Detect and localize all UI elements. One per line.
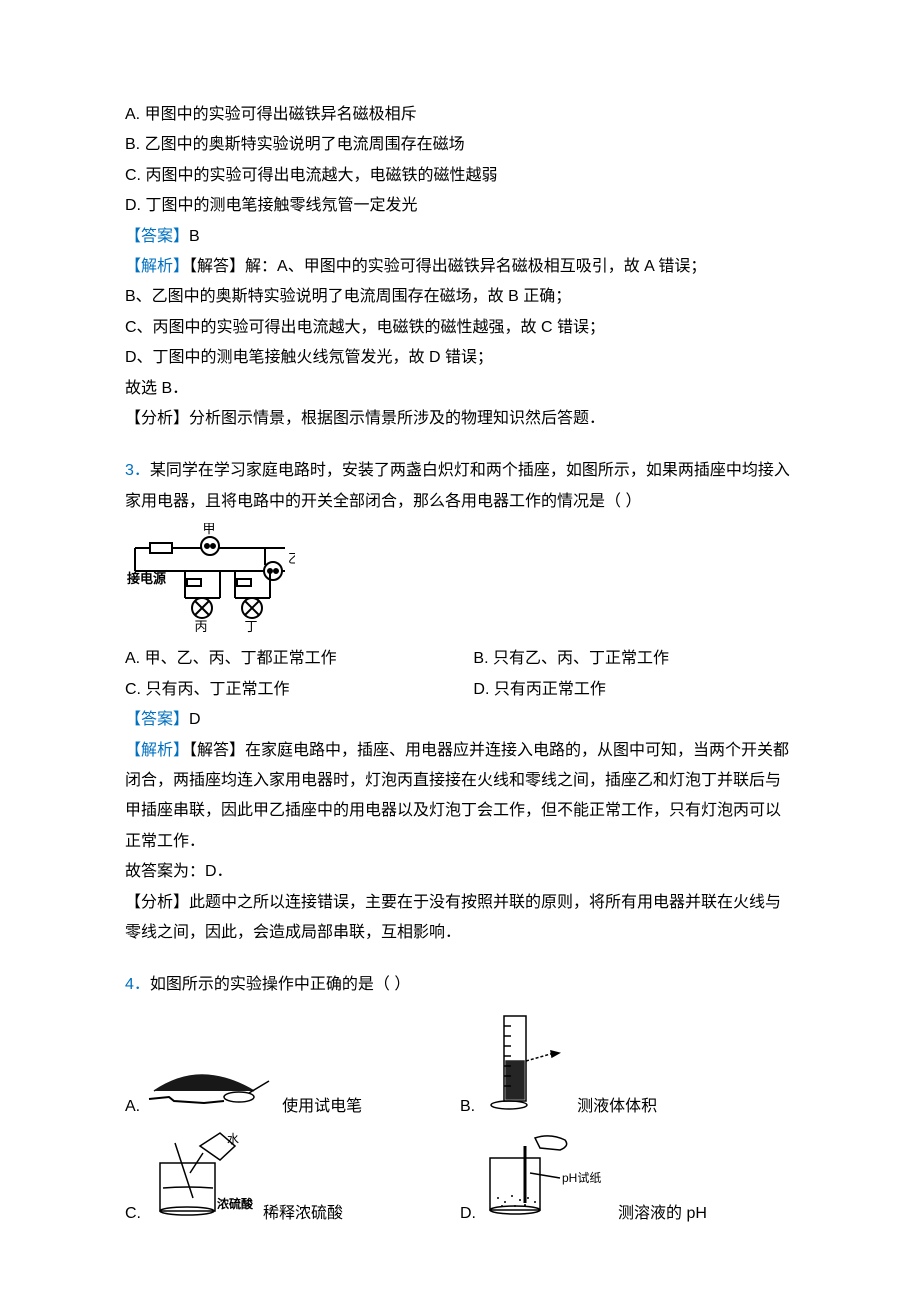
q2-conclusion: 故选 B． [125,374,795,404]
q3-option-a: A. 甲、乙、丙、丁都正常工作 [125,644,473,674]
q3-answer-label: 【答案】 [125,711,189,728]
q4-d-ph-label: pH试纸 [562,1170,601,1185]
q3-option-b: B. 只有乙、丙、丁正常工作 [473,644,795,674]
q2-option-d: D. 丁图中的测电笔接触零线氖管一定发光 [125,191,795,221]
q4-c-acid-label: 浓硫酸 [217,1196,254,1211]
q2-answer-value: B [189,228,200,245]
q4-a-label: A. [125,1092,140,1122]
q2-option-a: A. 甲图中的实验可得出磁铁异名磁极相斥 [125,100,795,130]
q2-explanation-d: D、丁图中的测电笔接触火线氖管发光，故 D 错误； [125,343,795,373]
q3-stem-text: 某同学在学习家庭电路时，安装了两盏白炽灯和两个插座，如图所示，如果两插座中均接入… [125,462,790,509]
q3-answer-value: D [189,711,201,728]
q3-circuit-diagram: 甲 乙 丙 丁 接电源 [125,523,295,633]
q4-d-label: D. [460,1199,476,1229]
q3-option-d: D. 只有丙正常工作 [473,675,795,705]
q2-expl-a-text: 【解答】解：A、甲图中的实验可得出磁铁异名磁极相互吸引，故 A 错误； [189,258,706,275]
q2-option-b: B. 乙图中的奥斯特实验说明了电流周围存在磁场 [125,130,795,160]
q4-option-b: B. 测液体体积 [460,1011,795,1122]
label-jia: 甲 [202,523,215,536]
q4-b-image [479,1011,569,1122]
q2-explanation-a: 【解析】【解答】解：A、甲图中的实验可得出磁铁异名磁极相互吸引，故 A 错误； [125,252,795,282]
q3-option-c: C. 只有丙、丁正常工作 [125,675,473,705]
q3-stem: 3．某同学在学习家庭电路时，安装了两盏白炽灯和两个插座，如图所示，如果两插座中均… [125,456,795,517]
q4-option-a: A. 使用试电笔 [125,1041,460,1122]
q3-choices: A. 甲、乙、丙、丁都正常工作 B. 只有乙、丙、丁正常工作 C. 只有丙、丁正… [125,644,795,705]
q2-explanation-b: B、乙图中的奥斯特实验说明了电流周围存在磁场，故 B 正确； [125,282,795,312]
q4-number: 4． [125,976,150,993]
q3-answer-line: 【答案】D [125,705,795,735]
q2-answer-label: 【答案】 [125,228,189,245]
circuit-svg: 甲 乙 丙 丁 接电源 [125,523,295,633]
q4-b-text: 测液体体积 [577,1092,657,1122]
q2-expl-label: 【解析】 [125,258,189,275]
q4-option-d: D. pH试纸 [460,1128,795,1229]
q4-d-image: pH试纸 [480,1128,610,1229]
q4-a-text: 使用试电笔 [282,1092,362,1122]
q4-stem-text: 如图所示的实验操作中正确的是（ ） [150,976,410,993]
q2-option-c: C. 丙图中的实验可得出电流越大，电磁铁的磁性越弱 [125,161,795,191]
q3-number: 3． [125,462,150,479]
q4-b-label: B. [460,1092,475,1122]
q3-analysis: 【分析】此题中之所以连接错误，主要在于没有按照并联的原则，将所有用电器并联在火线… [125,888,795,949]
q4-c-label: C. [125,1199,141,1229]
label-bing: 丙 [194,619,207,633]
q4-c-image: 水 浓硫酸 [145,1128,255,1229]
q4-a-image [144,1041,274,1122]
q2-analysis: 【分析】分析图示情景，根据图示情景所涉及的物理知识然后答题． [125,404,795,434]
q3-conclusion: 故答案为：D． [125,857,795,887]
q4-option-c: C. 水 浓硫酸 稀释浓硫酸 [125,1128,460,1229]
label-yi: 乙 [288,551,295,566]
q2-answer-line: 【答案】B [125,222,795,252]
label-ding: 丁 [244,619,257,633]
q4-choices: A. 使用试电笔 B. [125,1011,795,1236]
q2-explanation-c: C、丙图中的实验可得出电流越大，电磁铁的磁性越强，故 C 错误； [125,313,795,343]
label-source: 接电源 [127,571,166,586]
q4-stem: 4．如图所示的实验操作中正确的是（ ） [125,970,795,1000]
q3-expl-body: 【解答】在家庭电路中，插座、用电器应并连接入电路的，从图中可知，当两个开关都闭合… [125,742,789,850]
q4-c-text: 稀释浓硫酸 [263,1199,343,1229]
q3-explanation: 【解析】【解答】在家庭电路中，插座、用电器应并连接入电路的，从图中可知，当两个开… [125,736,795,858]
q4-c-water-label: 水 [227,1132,239,1146]
q4-d-text: 测溶液的 pH [618,1199,707,1229]
q3-expl-label: 【解析】 [125,742,189,759]
